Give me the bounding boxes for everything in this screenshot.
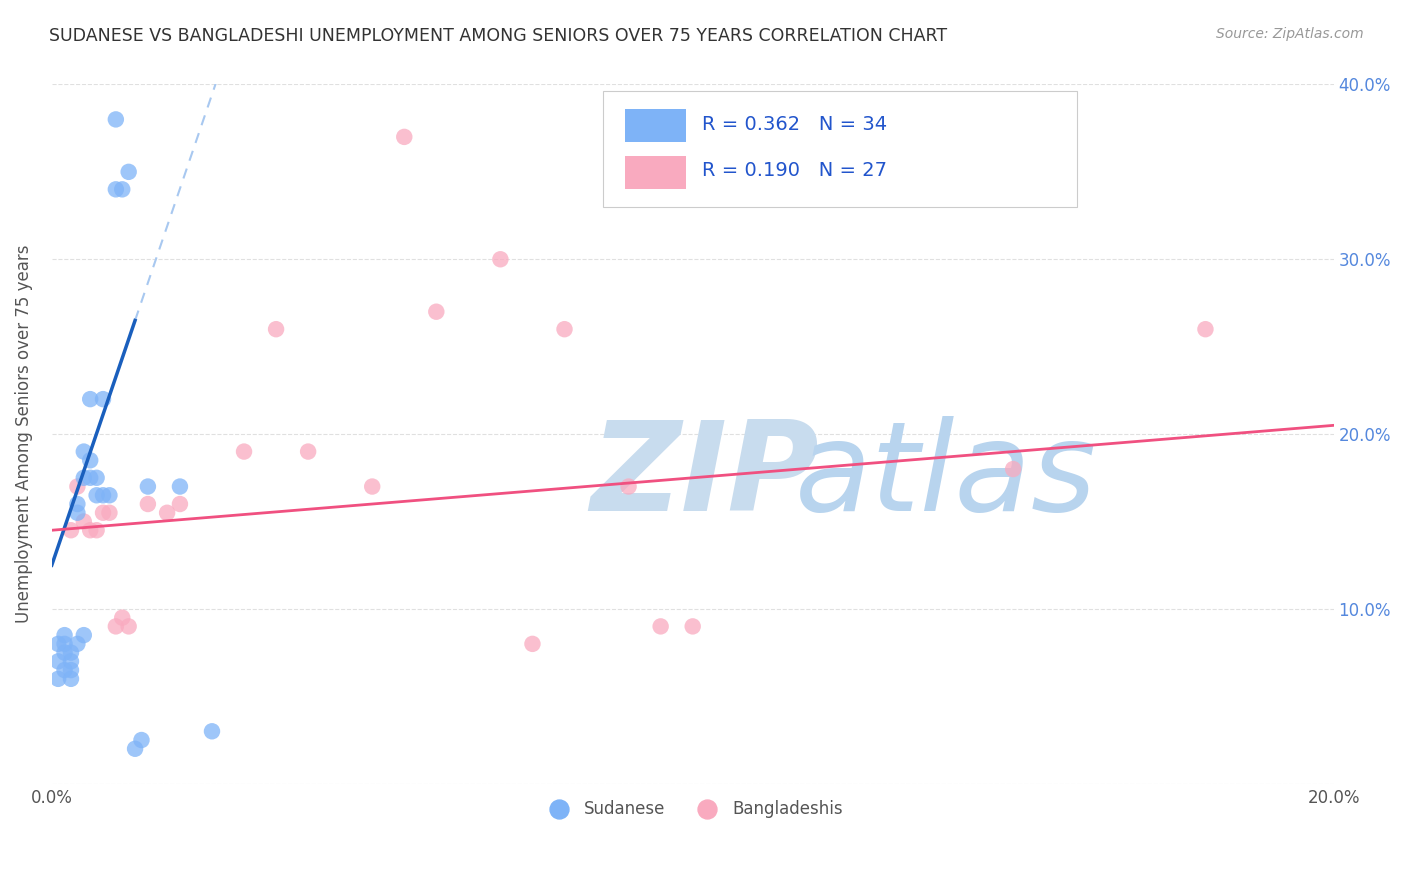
Text: ZIP: ZIP (591, 416, 818, 537)
Point (1194, 322, 1216, 336)
Point (59, 672, 82, 686)
FancyBboxPatch shape (603, 92, 1077, 207)
Point (361, 479, 384, 493)
Point (59, 654, 82, 668)
Point (522, 637, 544, 651)
Point (1002, 462, 1025, 476)
Text: R = 0.190   N = 27: R = 0.190 N = 27 (702, 161, 887, 180)
Text: Source: ZipAtlas.com: Source: ZipAtlas.com (1216, 27, 1364, 41)
Point (79, 453, 101, 467)
Point (86, 471, 108, 485)
Point (124, 741, 146, 756)
Y-axis label: Unemployment Among Seniors over 75 years: Unemployment Among Seniors over 75 years (15, 244, 32, 624)
Point (53, 663, 76, 677)
Point (98, 506, 121, 520)
Point (73, 515, 96, 529)
Point (79, 523, 101, 537)
Point (46, 654, 69, 668)
Point (66, 497, 89, 511)
Point (46, 672, 69, 686)
Text: atlas: atlas (796, 416, 1097, 537)
Point (79, 392, 101, 406)
Point (66, 506, 89, 520)
Point (489, 252, 512, 267)
Point (91, 488, 114, 502)
Point (297, 444, 319, 458)
Point (46, 637, 69, 651)
Point (156, 506, 179, 520)
FancyBboxPatch shape (624, 156, 686, 189)
Point (682, 619, 704, 633)
Text: R = 0.362   N = 34: R = 0.362 N = 34 (702, 115, 887, 134)
Point (59, 663, 82, 677)
FancyBboxPatch shape (624, 109, 686, 143)
Point (79, 471, 101, 485)
Point (111, 182, 134, 196)
Point (53, 628, 76, 642)
Point (233, 444, 256, 458)
Point (91, 506, 114, 520)
Point (650, 619, 672, 633)
Point (73, 444, 96, 458)
Point (73, 471, 96, 485)
Point (104, 182, 127, 196)
Point (86, 488, 108, 502)
Point (425, 304, 447, 318)
Text: SUDANESE VS BANGLADESHI UNEMPLOYMENT AMONG SENIORS OVER 75 YEARS CORRELATION CHA: SUDANESE VS BANGLADESHI UNEMPLOYMENT AMO… (49, 27, 948, 45)
Point (136, 497, 159, 511)
Point (111, 610, 134, 624)
Point (59, 646, 82, 660)
Point (264, 322, 287, 336)
Point (169, 497, 191, 511)
Point (53, 646, 76, 660)
Point (104, 619, 127, 633)
Point (118, 165, 141, 179)
Point (553, 322, 575, 336)
Point (66, 637, 89, 651)
Point (118, 619, 141, 633)
Point (136, 479, 159, 493)
Point (617, 479, 640, 493)
Point (169, 479, 191, 493)
Point (98, 488, 121, 502)
Point (104, 112, 127, 127)
Point (86, 523, 108, 537)
Point (73, 628, 96, 642)
Point (131, 733, 153, 747)
Point (53, 637, 76, 651)
Point (59, 523, 82, 537)
Point (91, 392, 114, 406)
Point (66, 479, 89, 493)
Legend: Sudanese, Bangladeshis: Sudanese, Bangladeshis (536, 793, 849, 824)
Point (201, 724, 224, 739)
Point (394, 129, 416, 144)
